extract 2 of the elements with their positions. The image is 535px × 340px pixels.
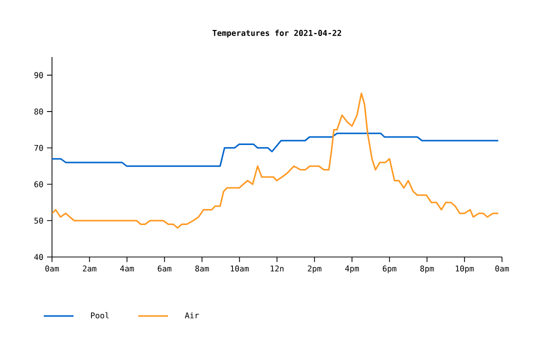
line-series (52, 92, 499, 229)
line-series (52, 132, 499, 167)
